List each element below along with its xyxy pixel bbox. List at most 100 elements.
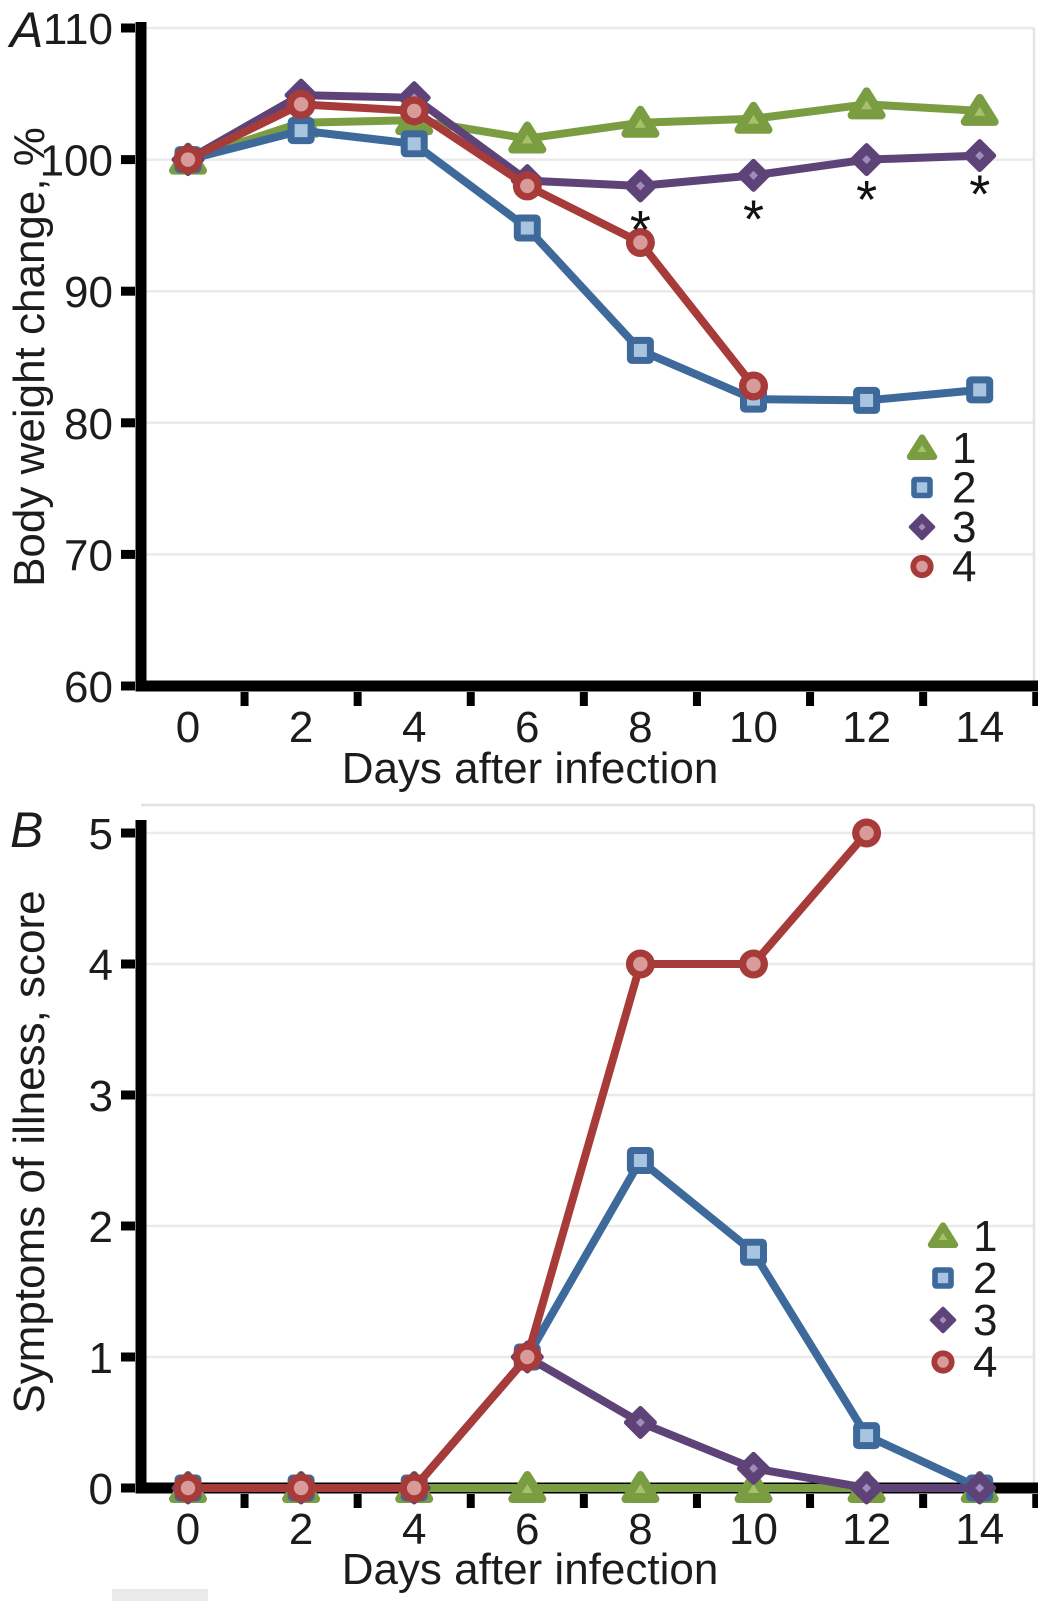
circle-marker-inner bbox=[407, 103, 422, 119]
triangle-marker-inner bbox=[974, 106, 986, 116]
diamond-marker-inner bbox=[939, 1316, 947, 1324]
legend-label-2: 2 bbox=[973, 1254, 997, 1303]
series-2-line bbox=[184, 126, 984, 405]
x-tick-label-8: 8 bbox=[628, 703, 652, 752]
square-marker-inner bbox=[916, 482, 928, 493]
circle-marker-inner bbox=[746, 956, 761, 972]
series-4-line bbox=[184, 829, 871, 1492]
series-1-point-day10 bbox=[734, 101, 773, 134]
series-4-point-day8 bbox=[625, 228, 655, 258]
circle-marker-inner bbox=[520, 1349, 535, 1365]
legend-item-1: 1 bbox=[906, 424, 976, 473]
x-tick-label-14: 14 bbox=[955, 1505, 1004, 1554]
series-4-point-day6 bbox=[512, 171, 542, 201]
circle-marker-inner bbox=[633, 235, 648, 250]
series-2-point-day4 bbox=[400, 130, 428, 158]
legend-circle-marker bbox=[910, 554, 934, 579]
y-tick-label-110: 110 bbox=[43, 5, 113, 54]
triangle-marker-inner bbox=[861, 100, 873, 110]
chart-b-x-axis-title: Days after infection bbox=[342, 1545, 719, 1594]
legend-diamond-marker bbox=[929, 1306, 957, 1334]
y-tick-label-2: 2 bbox=[89, 1203, 113, 1252]
chart-a-x-axis-title: Days after infection bbox=[342, 744, 719, 793]
x-tick-label-6: 6 bbox=[515, 1505, 539, 1554]
circle-marker-inner bbox=[293, 97, 309, 112]
y-tick-label-5: 5 bbox=[89, 810, 113, 859]
square-marker-inner bbox=[407, 137, 421, 151]
legend-item-2: 2 bbox=[932, 1254, 997, 1303]
square-marker-inner bbox=[633, 1154, 647, 1167]
y-tick-label-3: 3 bbox=[89, 1072, 113, 1121]
diamond-marker-inner bbox=[918, 523, 926, 531]
series-1-point-day8 bbox=[621, 105, 660, 138]
chart-b-y-axis-title: Symptoms of illness, score bbox=[5, 890, 54, 1413]
circle-marker-inner bbox=[180, 152, 196, 167]
significance-asterisk-3: * bbox=[969, 165, 990, 225]
circle-marker-inner bbox=[520, 178, 535, 194]
diamond-marker-inner bbox=[975, 151, 985, 161]
legend-item-3: 3 bbox=[929, 1296, 997, 1345]
square-marker-inner bbox=[520, 221, 534, 235]
x-tick-label-10: 10 bbox=[729, 1505, 778, 1554]
y-tick-label-80: 80 bbox=[64, 400, 113, 449]
series-2-point-day12 bbox=[853, 1422, 881, 1450]
legend-item-3: 3 bbox=[908, 503, 976, 552]
series-1-line bbox=[184, 100, 984, 164]
circle-marker-inner bbox=[633, 956, 648, 972]
series-4-point-day12 bbox=[852, 818, 882, 848]
series-4-point-day2 bbox=[286, 1473, 316, 1503]
x-tick-label-10: 10 bbox=[729, 703, 778, 752]
series-3-point-day10 bbox=[737, 158, 770, 192]
square-marker-inner bbox=[747, 1245, 760, 1259]
x-tick-label-2: 2 bbox=[289, 703, 313, 752]
x-tick-label-4: 4 bbox=[402, 1505, 426, 1554]
circle-marker-inner bbox=[293, 1480, 309, 1496]
series-2-point-day8 bbox=[626, 1147, 654, 1174]
series-3-point-day12 bbox=[850, 1471, 884, 1505]
series-4-point-day0 bbox=[173, 145, 203, 175]
triangle-marker-inner bbox=[748, 114, 759, 124]
series-1-point-day6 bbox=[508, 121, 547, 154]
y-tick-label-90: 90 bbox=[64, 268, 113, 317]
square-marker-inner bbox=[937, 1272, 949, 1284]
x-tick-label-0: 0 bbox=[176, 1505, 200, 1554]
series-3-point-day10 bbox=[737, 1451, 770, 1485]
panel-a-label: A bbox=[7, 2, 43, 58]
series-2-point-day6 bbox=[513, 214, 541, 242]
triangle-marker-inner bbox=[634, 1484, 646, 1493]
series-1-point-day6 bbox=[508, 1471, 547, 1503]
legend-item-4: 4 bbox=[910, 543, 976, 592]
series-1-point-day12 bbox=[847, 87, 886, 120]
series-3-point-day12 bbox=[850, 143, 884, 177]
diamond-marker-inner bbox=[862, 155, 872, 165]
series-4-point-day8 bbox=[625, 949, 655, 979]
series-3-point-day8 bbox=[623, 169, 657, 203]
series-4-line bbox=[184, 100, 758, 390]
triangle-marker-inner bbox=[521, 1484, 533, 1493]
series-4-point-day4 bbox=[399, 96, 429, 126]
circle-marker-inner bbox=[746, 378, 761, 394]
y-tick-label-60: 60 bbox=[64, 663, 113, 712]
legend-label-3: 3 bbox=[952, 503, 976, 552]
series-3-point-day8 bbox=[623, 1406, 657, 1439]
x-tick-label-6: 6 bbox=[515, 703, 539, 752]
significance-asterisk-0: * bbox=[630, 200, 651, 260]
x-tick-label-4: 4 bbox=[402, 703, 426, 752]
legend-label-1: 1 bbox=[952, 424, 976, 473]
series-3-point-day14 bbox=[963, 1471, 997, 1505]
significance-asterisk-2: * bbox=[856, 170, 877, 230]
cropped-artifact-box bbox=[112, 1589, 208, 1601]
legend-label-4: 4 bbox=[952, 543, 976, 592]
square-marker-inner bbox=[633, 343, 647, 357]
significance-asterisk-1: * bbox=[743, 190, 764, 250]
series-2-point-day10 bbox=[740, 1238, 767, 1266]
diamond-marker-inner bbox=[862, 1483, 872, 1493]
diamond-marker-inner bbox=[635, 1418, 645, 1427]
legend-label-4: 4 bbox=[973, 1338, 997, 1387]
chart-a-y-axis-title: Body weight change, % bbox=[5, 127, 54, 587]
series-3-point-day14 bbox=[963, 139, 997, 173]
legend-label-1: 1 bbox=[973, 1212, 997, 1261]
legend-item-4: 4 bbox=[931, 1338, 997, 1387]
